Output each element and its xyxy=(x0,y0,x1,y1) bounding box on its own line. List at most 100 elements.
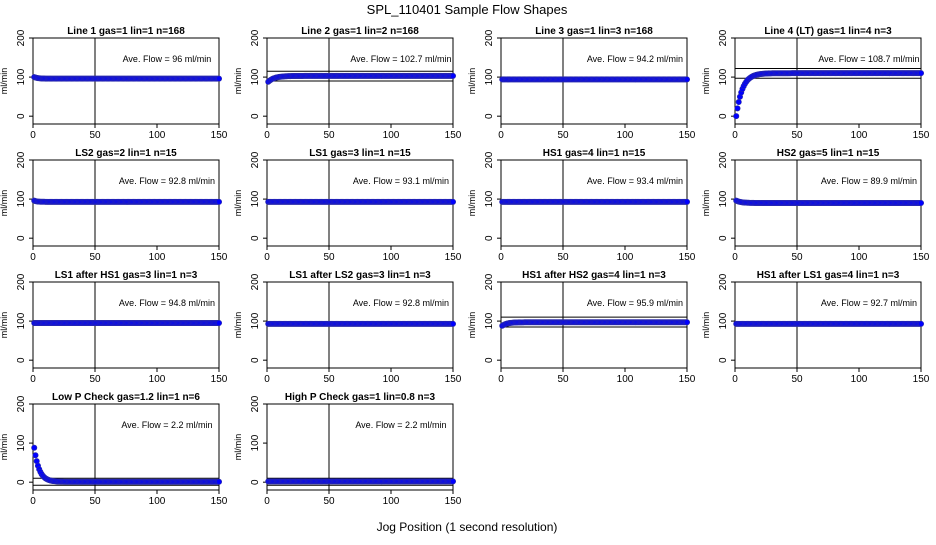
data-point xyxy=(683,319,690,326)
y-tick-label: 0 xyxy=(250,357,261,363)
panel-title: Line 3 gas=1 lin=3 n=168 xyxy=(535,26,653,37)
y-tick-label: 0 xyxy=(718,235,729,241)
y-tick-label: 100 xyxy=(250,68,261,85)
x-tick-label: 50 xyxy=(791,130,803,141)
x-tick-label: 150 xyxy=(679,130,696,141)
data-points xyxy=(733,197,924,207)
x-tick-label: 50 xyxy=(557,252,569,263)
y-tick-label: 100 xyxy=(250,434,261,451)
data-points xyxy=(499,319,690,329)
x-tick-label: 150 xyxy=(211,130,228,141)
data-point xyxy=(216,198,223,205)
average-flow-label: Ave. Flow = 2.2 ml/min xyxy=(121,420,212,430)
panel-7: HS1 gas=4 lin=1 n=15 ml/min 0 50 100 150 0 100 2… xyxy=(467,148,696,263)
y-tick-label: 200 xyxy=(484,273,495,290)
y-tick-label: 0 xyxy=(16,357,27,363)
x-tick-label: 150 xyxy=(211,374,228,385)
x-tick-label: 0 xyxy=(264,130,270,141)
panel-5: LS2 gas=2 lin=1 n=15 ml/min 0 50 100 150 0 100 2… xyxy=(0,148,228,263)
panel-14: High P Check gas=1 lin=0.8 n=3 ml/min 0 50 1… xyxy=(233,392,462,507)
x-tick-label: 100 xyxy=(851,252,868,263)
x-tick-label: 150 xyxy=(445,130,462,141)
panel-13: Low P Check gas=1.2 lin=1 n=6 ml/min 0 50 10… xyxy=(0,392,228,507)
y-tick-label: 100 xyxy=(16,190,27,207)
x-tick-label: 0 xyxy=(498,374,504,385)
panel-frame xyxy=(266,403,454,491)
x-tick-label: 100 xyxy=(851,130,868,141)
panel-title: LS2 gas=2 lin=1 n=15 xyxy=(75,148,177,159)
panel-title: Line 1 gas=1 lin=1 n=168 xyxy=(67,26,185,37)
y-tick-label: 200 xyxy=(16,395,27,412)
y-tick-label: 0 xyxy=(484,357,495,363)
data-point xyxy=(683,198,690,205)
panel-3: Line 3 gas=1 lin=3 n=168 ml/min 0 50 100 150 0… xyxy=(467,26,696,141)
x-tick-label: 100 xyxy=(383,130,400,141)
x-tick-label: 0 xyxy=(732,130,738,141)
panel-y-axis-label: ml/min xyxy=(701,190,711,217)
y-tick-label: 100 xyxy=(718,312,729,329)
x-tick-label: 100 xyxy=(383,374,400,385)
x-tick-label: 100 xyxy=(149,130,166,141)
data-point xyxy=(917,70,924,77)
y-tick-label: 100 xyxy=(16,68,27,85)
average-flow-label: Ave. Flow = 92.7 ml/min xyxy=(821,298,917,308)
panel-y-axis-label: ml/min xyxy=(0,434,9,461)
x-tick-label: 100 xyxy=(149,374,166,385)
panel-title: Low P Check gas=1.2 lin=1 n=6 xyxy=(52,392,200,403)
panel-y-axis-label: ml/min xyxy=(467,190,477,217)
average-flow-label: Ave. Flow = 92.8 ml/min xyxy=(353,298,449,308)
y-tick-label: 200 xyxy=(484,151,495,168)
panel-title: HS1 gas=4 lin=1 n=15 xyxy=(543,148,646,159)
x-tick-label: 150 xyxy=(679,252,696,263)
panel-1: Line 1 gas=1 lin=1 n=168 ml/min 0 50 100 150 0… xyxy=(0,26,228,141)
data-points xyxy=(265,198,456,205)
x-tick-label: 50 xyxy=(323,374,335,385)
x-tick-label: 100 xyxy=(617,130,634,141)
figure-x-axis-label: Jog Position (1 second resolution) xyxy=(377,520,558,534)
x-tick-label: 100 xyxy=(383,252,400,263)
figure-title: SPL_110401 Sample Flow Shapes xyxy=(367,2,568,17)
x-tick-label: 0 xyxy=(498,252,504,263)
x-tick-label: 0 xyxy=(30,130,36,141)
average-flow-label: Ave. Flow = 95.9 ml/min xyxy=(587,298,683,308)
x-tick-label: 150 xyxy=(445,252,462,263)
y-tick-label: 200 xyxy=(718,273,729,290)
x-tick-label: 50 xyxy=(323,252,335,263)
panel-frame xyxy=(734,37,922,125)
data-point xyxy=(449,320,456,327)
panel-y-axis-label: ml/min xyxy=(0,190,9,217)
average-flow-label: Ave. Flow = 89.9 ml/min xyxy=(821,176,917,186)
x-tick-label: 50 xyxy=(791,252,803,263)
data-point xyxy=(917,320,924,327)
panel-y-axis-label: ml/min xyxy=(233,434,243,461)
average-flow-label: Ave. Flow = 2.2 ml/min xyxy=(355,420,446,430)
panel-title: HS1 after HS2 gas=4 lin=1 n=3 xyxy=(522,270,666,281)
data-point xyxy=(449,72,456,79)
x-tick-label: 100 xyxy=(149,252,166,263)
y-tick-label: 100 xyxy=(250,190,261,207)
y-tick-label: 200 xyxy=(16,151,27,168)
panel-y-axis-label: ml/min xyxy=(467,68,477,95)
panel-y-axis-label: ml/min xyxy=(701,68,711,95)
x-tick-label: 0 xyxy=(732,252,738,263)
panel-y-axis-label: ml/min xyxy=(233,312,243,339)
data-point xyxy=(917,200,924,207)
data-point xyxy=(735,99,742,106)
y-tick-label: 0 xyxy=(484,113,495,119)
panel-y-axis-label: ml/min xyxy=(701,312,711,339)
panel-frame xyxy=(32,403,220,491)
panel-8: HS2 gas=5 lin=1 n=15 ml/min 0 50 100 150 0 100 2… xyxy=(701,148,930,263)
x-tick-label: 100 xyxy=(851,374,868,385)
y-tick-label: 100 xyxy=(718,68,729,85)
data-points xyxy=(31,74,223,82)
data-points xyxy=(265,320,456,327)
panel-title: High P Check gas=1 lin=0.8 n=3 xyxy=(285,392,436,403)
data-point xyxy=(216,75,223,82)
panel-12: HS1 after LS1 gas=4 lin=1 n=3 ml/min 0 50 10… xyxy=(701,270,930,385)
panel-y-axis-label: ml/min xyxy=(233,68,243,95)
y-tick-label: 200 xyxy=(718,29,729,46)
average-flow-label: Ave. Flow = 93.4 ml/min xyxy=(587,176,683,186)
y-tick-label: 0 xyxy=(484,235,495,241)
